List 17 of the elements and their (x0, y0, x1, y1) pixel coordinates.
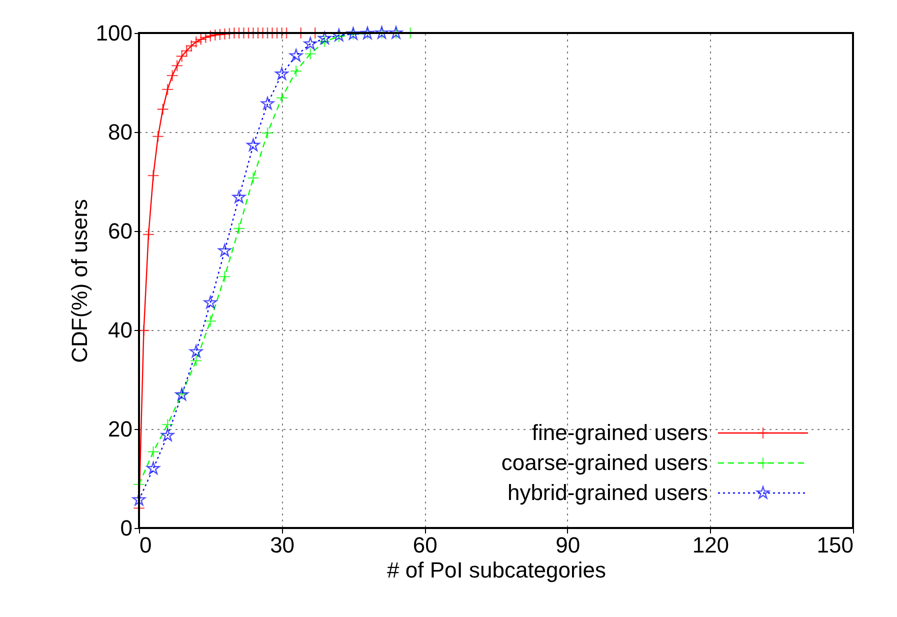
x-tick-label: 120 (692, 532, 730, 558)
x-tick-label: 30 (270, 532, 295, 558)
y-axis-title: CDF(%) of users (66, 199, 92, 363)
x-tick-label: 150 (816, 532, 854, 558)
legend-label: hybrid-grained users (507, 480, 708, 505)
y-tick-label: 40 (108, 318, 132, 342)
y-tick-label: 100 (96, 20, 132, 46)
y-tick-label: 20 (108, 416, 132, 442)
y-tick-label: 0 (120, 516, 132, 540)
legend-label: fine-grained users (532, 420, 708, 445)
x-tick-label: 90 (556, 532, 580, 558)
x-tick-label: 60 (412, 532, 438, 558)
y-tick-label: 60 (108, 218, 132, 244)
legend-label: coarse-grained users (501, 450, 708, 475)
x-axis-title: # of PoI subcategories (387, 558, 606, 582)
y-tick-label: 80 (108, 120, 132, 144)
x-tick-label: 0 (140, 532, 152, 558)
